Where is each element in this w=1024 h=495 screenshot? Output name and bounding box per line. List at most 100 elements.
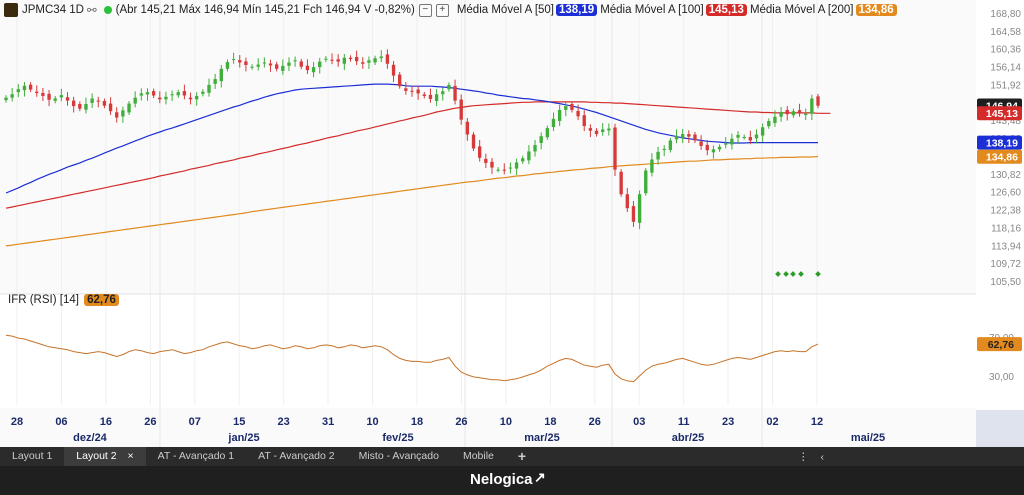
candle-body	[391, 64, 396, 76]
signal-marker	[790, 271, 796, 277]
candle-body	[508, 167, 513, 169]
candle-body	[139, 93, 144, 96]
candle-body	[767, 120, 771, 127]
candle-body	[10, 94, 14, 98]
candle-body	[4, 97, 8, 101]
x-tick-label: 06	[55, 416, 67, 428]
ticker-logo-icon	[4, 3, 18, 17]
candle-body	[742, 137, 746, 139]
candle-body	[434, 94, 439, 102]
candle-body	[594, 130, 599, 135]
candle-body	[188, 97, 193, 100]
more-options-icon[interactable]: ⋮	[798, 450, 809, 463]
tab-layout-1[interactable]: Layout 1	[12, 450, 53, 462]
x-tick-label: 12	[811, 416, 823, 428]
rsi-line	[5, 334, 819, 383]
time-axis-bg	[0, 408, 976, 447]
price-chart[interactable]: 168,80164,58160,36156,14151,92147,70143,…	[0, 0, 1024, 447]
candle-body	[410, 90, 414, 92]
candle-body	[441, 91, 445, 95]
tab-misto-avancado[interactable]: Misto - Avançado	[358, 450, 439, 462]
candle-body	[361, 62, 365, 64]
candle-body	[145, 92, 150, 95]
tab-at-avancado-2[interactable]: AT - Avançado 2	[258, 450, 335, 462]
ma200-label[interactable]: Média Móvel A [200]	[749, 4, 854, 16]
candle-body	[576, 110, 580, 117]
signal-marker	[775, 271, 781, 277]
chevron-left-icon[interactable]: ‹	[820, 450, 825, 463]
candle-body	[373, 58, 377, 63]
candle-body	[28, 84, 33, 90]
signal-marker	[815, 271, 821, 277]
ticker-label[interactable]: JPMC34 1D	[22, 4, 84, 16]
candle-body	[557, 109, 562, 121]
candle-body	[324, 58, 328, 60]
status-dot-icon	[103, 6, 112, 14]
candle-body	[231, 59, 236, 61]
price-label-text: 138,19	[986, 138, 1018, 150]
price-label-text: 134,86	[986, 152, 1018, 164]
candle-body	[760, 127, 765, 136]
candle-body	[459, 99, 463, 120]
month-label: mar/25	[524, 432, 559, 444]
price-tick-label: 122,38	[990, 206, 1021, 217]
collapse-icon[interactable]: −	[418, 3, 432, 17]
candle-body	[84, 103, 88, 110]
candle-body	[108, 103, 113, 112]
price-tick-label: 143,48	[990, 116, 1021, 127]
add-tab-button[interactable]: +	[517, 448, 527, 464]
candle-body	[41, 92, 45, 96]
candle-body	[527, 151, 531, 161]
candle-body	[416, 89, 420, 94]
add-indicator-icon[interactable]: +	[435, 3, 449, 17]
x-tick-label: 18	[544, 416, 556, 428]
price-tick-label: 126,60	[990, 188, 1021, 199]
tab-mobile[interactable]: Mobile	[462, 450, 494, 462]
axis-corner-box	[976, 410, 1024, 447]
close-icon[interactable]: ×	[127, 450, 134, 462]
tab-layout-2-label: Layout 2	[76, 450, 117, 462]
brand-footer: Nelogica ↗	[0, 466, 1024, 495]
candle-body	[225, 62, 230, 69]
x-tick-label: 11	[678, 416, 690, 428]
month-label: abr/25	[672, 432, 704, 444]
candle-body	[78, 103, 82, 109]
candle-body	[724, 143, 728, 145]
candle-body	[656, 151, 660, 160]
candle-body	[810, 98, 814, 114]
price-tick-label: 160,36	[990, 45, 1021, 56]
brand-logo: Nelogica	[470, 471, 533, 488]
x-tick-label: 16	[100, 416, 112, 428]
tab-layout-2[interactable]: Layout 2 ×	[64, 447, 146, 466]
candle-body	[96, 100, 100, 102]
rsi-label[interactable]: IFR (RSI) [14]	[8, 294, 79, 306]
candle-body	[121, 110, 125, 117]
candle-body	[779, 112, 783, 117]
candle-body	[680, 134, 685, 138]
link-icon[interactable]: ⚯	[87, 5, 97, 17]
price-label-badge	[977, 149, 1022, 164]
candle-body	[551, 118, 556, 128]
ma100-label[interactable]: Média Móvel A [100]	[600, 4, 704, 16]
candle-body	[607, 128, 611, 131]
candle-body	[219, 68, 223, 82]
price-tick-label: 168,80	[990, 9, 1021, 20]
candle-body	[342, 57, 347, 64]
ma50-label[interactable]: Média Móvel A [50]	[456, 4, 554, 16]
candle-body	[502, 169, 506, 171]
candle-body	[711, 149, 716, 153]
candle-body	[318, 61, 322, 68]
price-tick-label: 151,92	[990, 80, 1021, 91]
tab-at-avancado-1[interactable]: AT - Avançado 1	[157, 450, 235, 462]
candle-body	[158, 97, 162, 100]
rsi-header: IFR (RSI) [14] 62,76	[8, 294, 119, 306]
candle-body	[59, 95, 64, 98]
price-tick-label: 164,58	[990, 27, 1021, 38]
candle-body	[521, 158, 525, 162]
candle-body	[668, 140, 673, 150]
price-label-text: 145,13	[986, 108, 1018, 120]
x-tick-label: 23	[278, 416, 290, 428]
x-tick-label: 23	[722, 416, 734, 428]
candle-body	[717, 146, 722, 150]
price-axis-bg	[976, 0, 1024, 447]
